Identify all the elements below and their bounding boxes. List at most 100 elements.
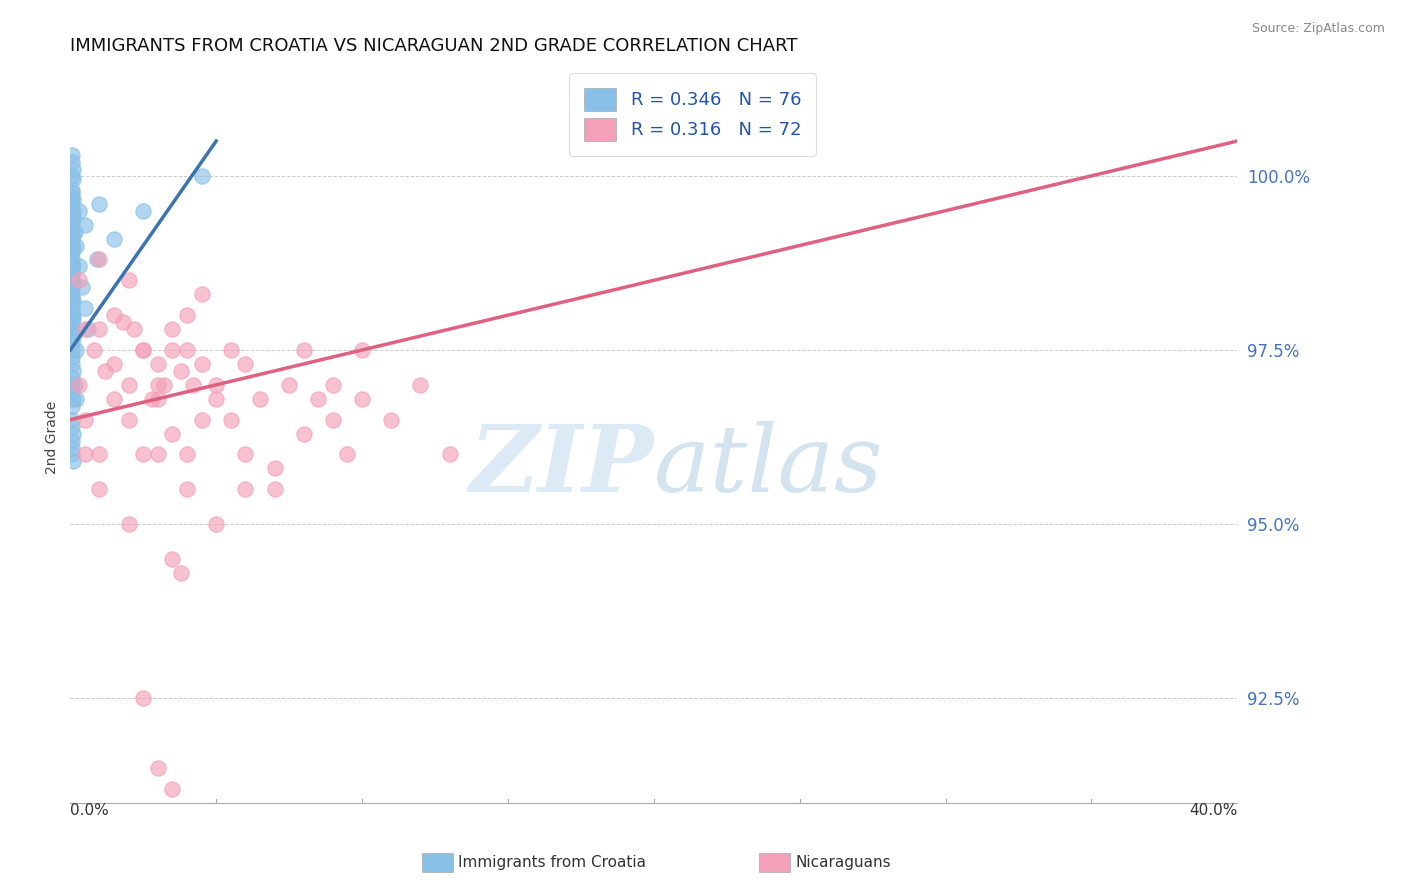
Point [118,810,141,824]
Point [439,448,461,462]
Text: ZIP: ZIP [470,421,654,511]
Point [62,294,84,309]
Point [60,235,83,249]
Point [62,277,84,291]
Point [336,448,359,462]
Point [73,322,96,336]
Point [380,412,402,426]
Point [205,377,228,392]
Point [205,392,228,406]
Point [170,364,193,378]
Point [176,308,198,322]
Point [60,343,83,357]
Point [278,377,301,392]
Point [162,426,184,441]
Point [235,483,257,497]
Point [67,273,90,287]
Point [89,448,111,462]
Point [60,434,83,448]
Legend: R = 0.346   N = 76, R = 0.316   N = 72: R = 0.346 N = 76, R = 0.316 N = 72 [569,73,815,155]
Point [322,377,344,392]
Point [60,183,83,197]
Point [170,566,193,580]
Point [62,392,84,406]
Point [70,280,93,294]
Point [60,238,83,252]
Point [60,412,83,426]
Point [62,211,84,225]
Point [60,298,83,312]
Point [73,412,96,426]
Point [146,392,169,406]
Text: 0.0%: 0.0% [70,803,110,818]
Point [60,384,83,399]
Point [60,169,83,183]
Point [111,315,134,329]
Point [60,291,83,305]
Point [118,517,141,532]
Point [132,343,155,357]
Point [322,412,344,426]
Text: Nicaraguans: Nicaraguans [796,855,891,870]
Point [176,483,198,497]
Point [60,214,83,228]
Point [118,273,141,287]
Point [352,392,374,406]
Point [62,228,84,243]
Point [292,426,315,441]
Text: Immigrants from Croatia: Immigrants from Croatia [458,855,647,870]
Point [60,218,83,232]
Point [60,273,83,287]
Point [60,441,83,455]
Point [60,266,83,280]
Point [146,761,169,775]
Text: atlas: atlas [654,421,883,511]
Point [62,203,84,218]
Point [249,392,271,406]
Point [219,343,242,357]
Point [89,196,111,211]
Point [63,225,86,239]
Text: Source: ZipAtlas.com: Source: ZipAtlas.com [1251,22,1385,36]
Point [60,186,83,201]
Point [65,238,87,252]
Text: IMMIGRANTS FROM CROATIA VS NICARAGUAN 2ND GRADE CORRELATION CHART: IMMIGRANTS FROM CROATIA VS NICARAGUAN 2N… [70,37,797,54]
Point [60,155,83,169]
Point [60,301,83,316]
Point [62,308,84,322]
Point [352,343,374,357]
Point [103,392,125,406]
Point [152,377,174,392]
Point [73,448,96,462]
Point [60,336,83,351]
Point [132,830,155,845]
Point [176,448,198,462]
Point [60,371,83,385]
Point [62,426,84,441]
Point [263,461,285,475]
Point [65,392,87,406]
Point [62,193,84,207]
Point [60,419,83,434]
Point [62,161,84,176]
Point [162,781,184,796]
Point [73,218,96,232]
Point [60,377,83,392]
Point [60,308,83,322]
Point [60,148,83,162]
Point [181,377,204,392]
Point [132,448,155,462]
Text: 40.0%: 40.0% [1189,803,1237,818]
Point [60,203,83,218]
Point [60,315,83,329]
Point [60,231,83,245]
Point [103,308,125,322]
Point [205,517,228,532]
Point [60,252,83,267]
Point [60,256,83,270]
Point [63,377,86,392]
Point [219,412,242,426]
Point [83,343,105,357]
Point [60,269,83,284]
Point [89,252,111,267]
